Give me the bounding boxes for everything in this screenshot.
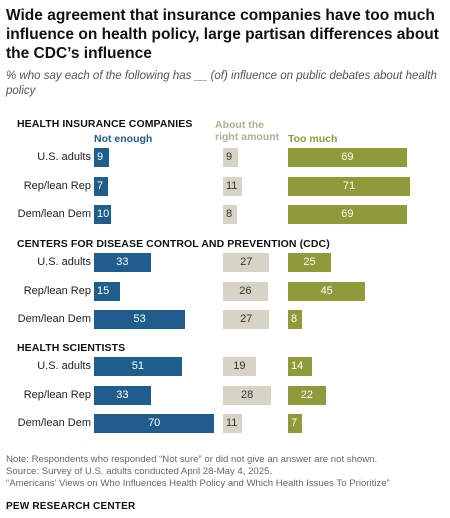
value-label-right_amount: 28 <box>240 389 254 401</box>
bar-too_much <box>288 414 302 433</box>
group-title-1: CENTERS FOR DISEASE CONTROL AND PREVENTI… <box>17 238 330 250</box>
note-text: Note: Respondents who responded “Not sur… <box>6 454 378 465</box>
value-label-too_much: 8 <box>291 313 298 325</box>
value-label-not_enough: 70 <box>148 417 161 429</box>
bar-not_enough <box>94 357 182 376</box>
chart-subtitle: % who say each of the following has __ (… <box>6 70 437 97</box>
bar-not_enough <box>94 414 215 433</box>
row-label: Dem/lean Dem <box>17 417 91 429</box>
bar-right_amount <box>223 414 242 433</box>
value-label-not_enough: 33 <box>116 389 129 401</box>
bar-too_much <box>288 148 407 167</box>
value-label-right_amount: 19 <box>233 360 246 372</box>
value-label-too_much: 69 <box>341 151 354 163</box>
bar-too_much <box>288 253 331 272</box>
value-label-right_amount: 26 <box>239 285 252 297</box>
row-label: U.S. adults <box>37 256 91 268</box>
row-label: Rep/lean Rep <box>23 180 91 192</box>
value-label-not_enough: 15 <box>97 285 110 297</box>
bar-not_enough <box>94 148 110 167</box>
bar-too_much <box>288 357 313 376</box>
report-title-text: “Americans’ Views on Who Influences Heal… <box>6 478 390 489</box>
bar-right_amount <box>223 177 242 196</box>
row-label: Rep/lean Rep <box>23 285 91 297</box>
row-label: Dem/lean Dem <box>17 313 91 325</box>
row-label: Dem/lean Dem <box>17 208 91 220</box>
bar-too_much <box>288 177 411 196</box>
value-label-too_much: 14 <box>291 360 304 372</box>
row-label: Rep/lean Rep <box>23 389 91 401</box>
bar-right_amount <box>223 357 256 376</box>
source-org: PEW RESEARCH CENTER <box>6 501 136 512</box>
value-label-too_much: 69 <box>341 208 354 220</box>
value-label-right_amount: 27 <box>240 313 253 325</box>
value-label-too_much: 25 <box>303 256 316 268</box>
row-label: U.S. adults <box>37 360 91 372</box>
value-label-right_amount: 27 <box>240 256 253 268</box>
bar-right_amount <box>223 148 239 167</box>
bar-right_amount <box>223 253 270 272</box>
value-label-not_enough: 7 <box>97 180 104 192</box>
bar-not_enough <box>94 310 186 329</box>
value-label-right_amount: 11 <box>226 417 238 429</box>
bar-right_amount <box>223 205 237 224</box>
value-label-not_enough: 10 <box>97 208 110 220</box>
column-header-too-much: Too much <box>288 133 338 145</box>
value-label-not_enough: 51 <box>131 360 144 372</box>
value-label-too_much: 45 <box>320 285 333 297</box>
footnotes: Note: Respondents who responded “Not sur… <box>6 454 446 490</box>
value-label-right_amount: 8 <box>226 208 233 220</box>
bar-not_enough <box>94 386 151 405</box>
row-label: U.S. adults <box>37 151 91 163</box>
group-title-2: HEALTH SCIENTISTS <box>17 342 126 354</box>
bar-too_much <box>288 205 407 224</box>
bar-right_amount <box>223 310 270 329</box>
bar-not_enough <box>94 205 112 224</box>
bar-right_amount <box>223 386 272 405</box>
column-header-not-enough: Not enough <box>94 133 153 145</box>
value-label-right_amount: 9 <box>226 151 233 163</box>
value-label-not_enough: 53 <box>133 313 146 325</box>
value-label-right_amount: 11 <box>226 180 238 192</box>
column-header-right-amount: About the right amount <box>215 119 280 143</box>
bar-too_much <box>288 310 302 329</box>
value-label-not_enough: 33 <box>116 256 129 268</box>
bar-not_enough <box>94 282 120 301</box>
bar-right_amount <box>223 282 268 301</box>
bar-too_much <box>288 282 366 301</box>
value-label-too_much: 7 <box>291 417 298 429</box>
bar-not_enough <box>94 177 108 196</box>
group-title-0: HEALTH INSURANCE COMPANIES <box>17 118 193 130</box>
bar-not_enough <box>94 253 151 272</box>
source-text: Source: Survey of U.S. adults conducted … <box>6 466 273 477</box>
value-label-too_much: 71 <box>342 180 356 192</box>
value-label-not_enough: 9 <box>97 151 104 163</box>
chart-title: Wide agreement that insurance companies … <box>6 7 439 62</box>
bar-too_much <box>288 386 326 405</box>
value-label-too_much: 22 <box>300 389 314 401</box>
